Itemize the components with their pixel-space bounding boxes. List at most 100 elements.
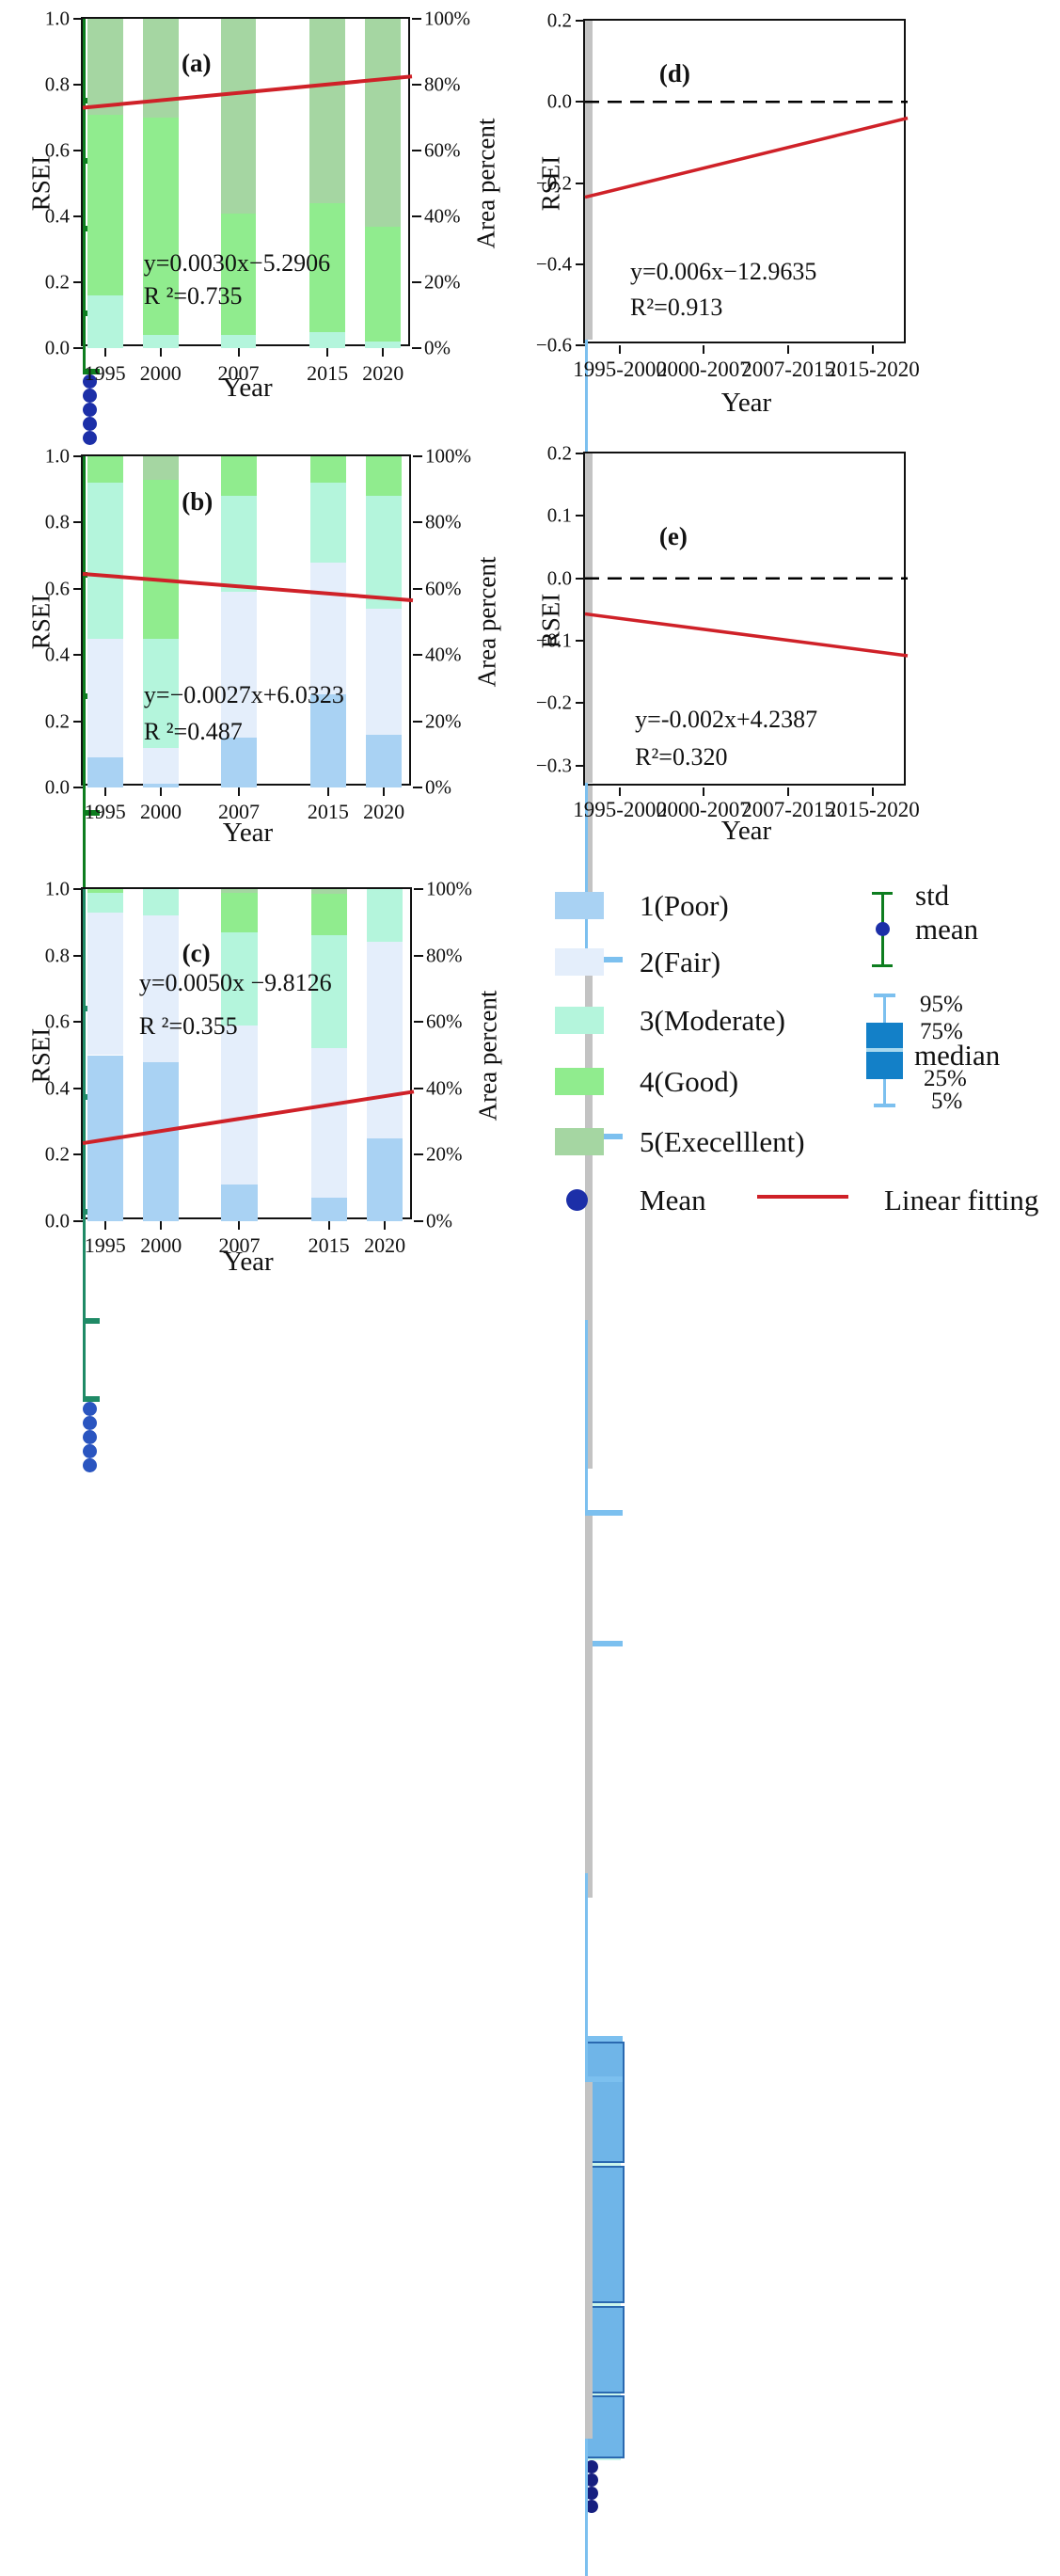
equation-text: y=0.0050x −9.8126 [138,968,332,996]
bar-2015-segment-fair [310,1048,347,1199]
y-tick-right-5 [414,1220,423,1222]
x-tick-4 [383,787,386,796]
y-tick-right-3 [413,654,422,657]
bar-2007-segment-moderate [221,931,258,1026]
trend-line-e [584,612,909,658]
x-tick-label-2: 2007-2015 [741,798,835,821]
trend-line-c [82,1089,415,1146]
y-tick-label-5: −0.3 [535,754,572,777]
range-line-2 [585,1516,593,1873]
x-tick-label-3: 2015 [308,1233,350,1257]
y-tick-right-0 [412,18,421,20]
y-axis-title: RSEI [536,155,565,211]
x-tick-0 [103,787,106,796]
whisker-line-0 [585,339,588,550]
mean-dot-2000 [83,389,97,404]
y-tick-right-label-1: 80% [424,72,461,96]
bar-2000-segment-fair [143,747,179,785]
x-axis-title: Year [222,818,274,848]
panel-label: (c) [182,938,211,967]
plot-area-b: 1995 2000 2007 2015 2020 1.0 100% 0.8 80% 0.6 60% 0… [27,445,501,1093]
y-tick-label-1: 0.1 [546,503,572,527]
x-tick-4 [384,1221,387,1230]
x-tick-label-1: 2000-2007 [657,798,751,821]
y-tick-label-2: 0.0 [546,566,572,590]
whisker-line-0 [585,782,588,958]
x-tick-label-0: 1995-2000 [573,798,667,821]
whisker-cap-95-0 [585,957,623,961]
x-tick-label-3: 2015-2020 [826,798,920,821]
y-tick-label-0: 1.0 [44,877,70,900]
mean-dot-1995 [83,374,97,390]
bar-2007-segment-excellent [220,19,257,214]
x-tick-4 [382,348,385,357]
y-tick-right-label-0: 100% [425,444,471,468]
bar-2020-segment-excellent [365,19,402,227]
legend-linear-label: Linear fitting [884,1184,1039,1216]
x-tick-label-1: 2000 [139,361,182,385]
legend-swatch-fair [555,948,604,976]
bar-2020-segment-fair [367,942,403,1138]
boxplot-median-icon [866,1048,903,1052]
y-tick-label-1: 0.8 [44,944,70,967]
bar-2007-segment-good [221,892,258,932]
legend-swatch-poor [555,892,604,919]
bar-2000-segment-poor [143,784,179,787]
bar-2000-segment-moderate [142,335,179,348]
bar-1995-segment-fair [87,638,123,758]
x-tick-3 [326,787,329,796]
error-bar-2007 [83,699,86,811]
r-squared-text: R ²=0.735 [143,282,243,310]
mean-legend-dot-icon [566,1189,588,1211]
y-tick-left-3 [576,262,585,265]
y-tick-right-label-0: 100% [424,7,470,30]
r-squared-text: R ²=0.487 [143,718,243,746]
bar-2007-segment-poor [221,738,257,787]
trend-line-d-line [584,116,909,199]
y-tick-right-4 [414,1153,423,1156]
y-tick-left-1 [73,954,83,957]
y-tick-label-3: 0.4 [44,204,70,228]
y-tick-label-2: 0.6 [44,577,70,600]
y-tick-label-4: 0.2 [44,1142,70,1166]
x-tick-label-4: 2020 [362,361,404,385]
x-tick-1 [160,1221,163,1230]
error-bar-2007 [83,163,86,227]
whisker-line-3 [585,2439,588,2576]
r-squared-text: R²=0.913 [630,293,723,321]
y-tick-right-5 [413,787,422,788]
y-tick-left-2 [73,1021,83,1024]
y-axis-title: RSEI [26,155,55,212]
boxplot-cap-95 [874,994,895,997]
y-tick-right-label-3: 40% [426,1076,463,1100]
legend-25-label: 25% [924,1066,967,1091]
y-tick-label-3: 0.4 [44,1076,70,1100]
x-tick-0 [619,345,622,354]
bar-2015-segment-poor [310,1198,347,1221]
bar-2015-segment-good [310,894,347,936]
error-bar-1995 [83,19,86,98]
y-tick-left-3 [73,215,83,217]
y-tick-label-0: 1.0 [44,444,70,468]
trend-line-a-line [82,74,413,110]
bar-2007-segment-poor [221,1185,258,1221]
y-tick-left-4 [576,702,585,705]
legend-label-moderate: 3(Moderate) [640,1004,785,1037]
bar-2020-segment-fair [366,608,403,735]
y-tick-label-5: 0.0 [44,775,70,799]
bar-2007-segment-moderate [220,335,257,348]
y-tick-right-label-1: 80% [426,944,463,967]
mean-dot-icon [876,922,890,936]
bar-1995-segment-fair [87,912,123,1056]
bar-2000-segment-poor [143,1061,180,1221]
figure-root: 1995 2000 2007 2015 2020 1.0 100% 0.8 80% 0.6 60% 0… [26,7,1039,2576]
bar-2020-segment-poor [367,1137,403,1221]
y-tick-left-2 [73,587,83,590]
y-tick-left-0 [73,455,83,457]
x-tick-0 [103,348,106,357]
y-tick-right-0 [413,455,422,457]
panel-label: (e) [658,521,688,550]
mean-dot-2007 [83,1430,97,1445]
plot-area-d: 1995-2000 2000-2007 2007-2015 2015-2020 0.2 0… [536,9,920,2514]
bar-1995-segment-good [87,456,123,484]
